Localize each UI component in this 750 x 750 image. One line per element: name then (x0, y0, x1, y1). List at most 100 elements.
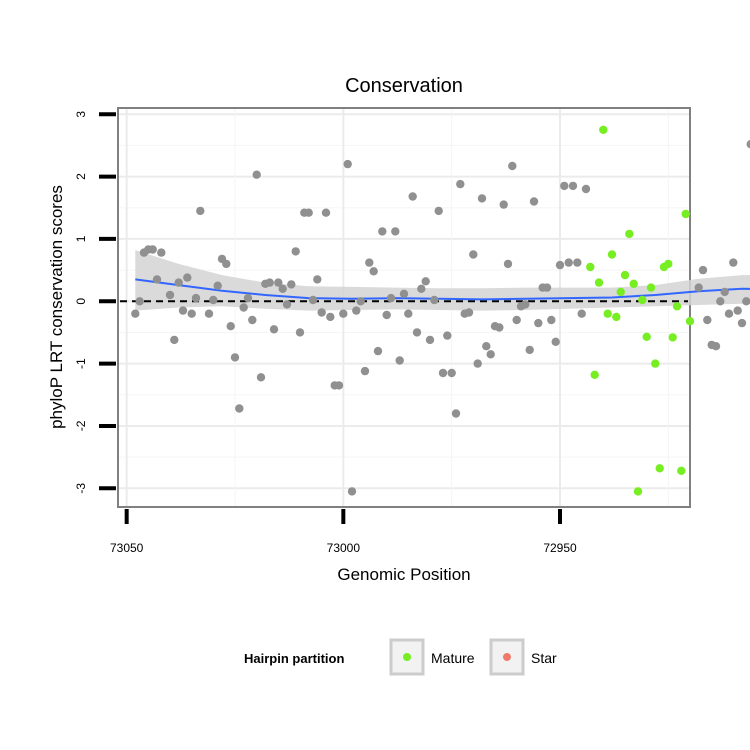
point-other (551, 337, 560, 346)
legend-dot-star (503, 653, 511, 661)
point-other (395, 356, 404, 365)
legend-key-star (489, 638, 525, 676)
point-other (499, 200, 508, 209)
point-other (287, 280, 296, 289)
point-other (174, 278, 183, 287)
point-other (508, 161, 517, 171)
point-other (352, 306, 361, 315)
y-tick-label: 3 (74, 111, 88, 118)
point-other (152, 275, 162, 284)
point-other (373, 346, 383, 356)
point-other (369, 267, 378, 276)
point-mature (638, 295, 647, 305)
point-other (443, 331, 452, 340)
point-other (265, 278, 274, 287)
point-mature (616, 287, 625, 297)
x-tick-label: 73050 (110, 541, 144, 555)
point-other (356, 297, 365, 306)
point-mature (672, 302, 682, 311)
point-other (408, 192, 417, 201)
point-other (339, 309, 348, 318)
point-mature (603, 309, 612, 318)
point-mature (642, 332, 651, 341)
legend-label-mature: Mature (431, 650, 475, 666)
point-mature (664, 259, 673, 269)
point-other (733, 306, 742, 315)
point-other (503, 259, 513, 269)
point-other (321, 208, 331, 217)
point-other (495, 323, 504, 332)
point-other (421, 277, 430, 286)
point-mature (646, 283, 656, 292)
point-other (434, 206, 443, 216)
point-other (226, 322, 235, 331)
point-other (746, 140, 750, 149)
point-other (317, 308, 326, 317)
point-other (724, 309, 734, 318)
point-other (547, 315, 556, 325)
point-other (187, 309, 196, 318)
point-other (308, 295, 318, 305)
point-mature (633, 487, 643, 496)
point-other (512, 315, 521, 325)
point-other (274, 278, 283, 287)
point-other (482, 342, 491, 351)
point-other (694, 283, 703, 292)
point-other (438, 368, 448, 378)
x-tick-label: 73000 (327, 541, 361, 555)
point-other (291, 247, 300, 256)
point-other (521, 300, 530, 309)
point-other (235, 404, 244, 413)
point-other (347, 487, 357, 496)
point-other (391, 227, 400, 236)
point-mature (590, 370, 599, 379)
point-other (525, 345, 534, 355)
y-axis: -3 -2 -1 0 1 2 3 (74, 111, 116, 494)
point-other (239, 303, 248, 312)
point-other (486, 350, 495, 359)
point-other (716, 297, 725, 306)
point-mature (629, 279, 638, 288)
point-other (222, 259, 231, 269)
y-tick-label: -3 (74, 483, 88, 494)
point-other (170, 335, 179, 345)
point-other (417, 284, 426, 293)
smooth-line (135, 278, 750, 301)
point-other (534, 318, 543, 328)
point-mature (681, 209, 690, 219)
point-other (464, 308, 474, 317)
point-mature (599, 125, 608, 134)
point-other (191, 293, 201, 303)
point-other (469, 250, 478, 259)
point-other (248, 315, 257, 325)
point-other (313, 275, 322, 284)
point-other (573, 258, 582, 267)
y-axis-label: phyloP LRT conservation scores (47, 185, 66, 429)
y-tick-label: 2 (74, 173, 88, 180)
point-other (148, 245, 157, 254)
point-other (742, 297, 750, 306)
y-tick-label: -2 (74, 420, 88, 431)
point-other (178, 306, 188, 315)
point-other (581, 184, 591, 194)
point-other (243, 293, 253, 303)
point-other (256, 373, 266, 382)
point-other (412, 328, 422, 337)
point-mature (607, 250, 617, 259)
point-mature (625, 229, 634, 239)
point-other (183, 273, 192, 282)
point-other (196, 206, 205, 216)
y-tick-label: 0 (74, 298, 88, 305)
legend-title: Hairpin partition (244, 651, 344, 666)
point-other (282, 300, 292, 309)
point-other (430, 295, 439, 305)
point-other (343, 159, 352, 169)
point-other (135, 297, 144, 306)
point-other (529, 197, 539, 206)
point-mature (677, 466, 686, 475)
smooth-curve (135, 278, 750, 301)
point-other (209, 295, 218, 305)
point-other (157, 248, 166, 257)
point-other (542, 283, 552, 292)
